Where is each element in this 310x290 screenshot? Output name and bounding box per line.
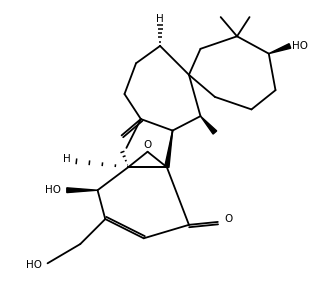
Text: HO: HO [292,41,308,51]
Text: H: H [63,155,71,164]
Text: HO: HO [26,260,42,270]
Text: HO: HO [45,185,61,195]
Polygon shape [165,130,173,167]
Text: O: O [144,140,152,150]
Polygon shape [201,116,217,134]
Polygon shape [269,44,291,54]
Text: H: H [156,14,164,24]
Polygon shape [67,188,98,193]
Text: O: O [224,214,233,224]
